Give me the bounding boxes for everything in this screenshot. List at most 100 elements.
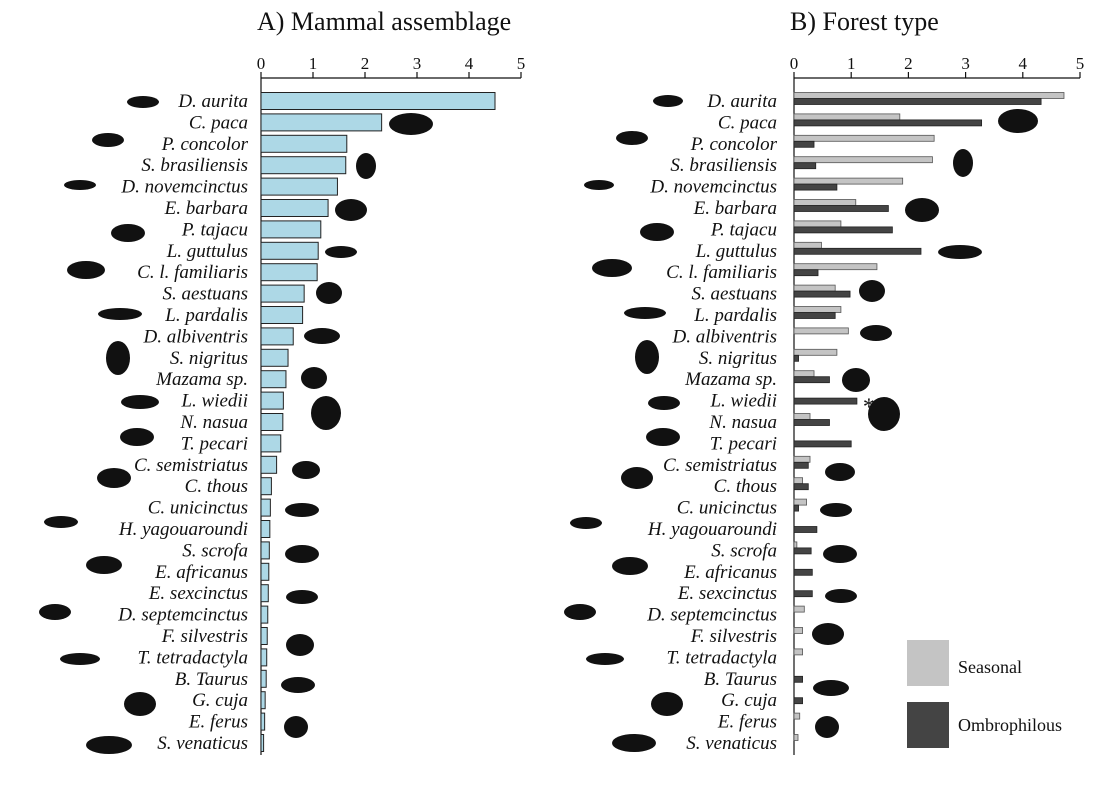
species-label: C. thous bbox=[714, 476, 777, 497]
species-label: D. aurita bbox=[706, 91, 777, 112]
bar-ombrophilous bbox=[793, 140, 815, 148]
bar-ombrophilous bbox=[793, 675, 803, 683]
x-tick-label: 5 bbox=[517, 54, 526, 73]
bar-seasonal bbox=[793, 541, 798, 549]
species-label: T. tetradactyla bbox=[138, 647, 248, 668]
bar-e-ferus bbox=[260, 712, 266, 731]
bar-seasonal bbox=[793, 627, 803, 634]
species-label: Mazama sp. bbox=[155, 369, 248, 390]
species-label: S. brasiliensis bbox=[670, 155, 777, 176]
animal-silhouette-icon bbox=[111, 224, 145, 242]
bar-seasonal bbox=[793, 241, 822, 249]
animal-silhouette-icon bbox=[86, 556, 122, 574]
bar-ombrophilous bbox=[793, 269, 819, 277]
bar-ombrophilous bbox=[793, 440, 852, 448]
species-label: S. scrofa bbox=[182, 540, 248, 561]
animal-silhouette-icon bbox=[998, 109, 1038, 133]
animal-silhouette-icon bbox=[586, 653, 624, 665]
bar-seasonal bbox=[793, 306, 842, 313]
animal-silhouette-icon bbox=[953, 149, 973, 177]
animal-silhouette-icon bbox=[868, 397, 900, 431]
bar-seasonal bbox=[793, 413, 811, 420]
bar-seasonal bbox=[793, 263, 878, 271]
bar-seasonal bbox=[793, 327, 849, 335]
species-label: L. guttulus bbox=[695, 241, 777, 262]
panel-b-title: B) Forest type bbox=[790, 7, 939, 36]
animal-silhouette-icon bbox=[92, 133, 124, 147]
bar-t-pecari bbox=[260, 434, 282, 453]
species-label: E. africanus bbox=[683, 562, 777, 583]
species-label: H. yagouaroundi bbox=[647, 519, 777, 540]
legend-seasonal-swatch bbox=[907, 640, 949, 686]
species-label: D. novemcinctus bbox=[649, 177, 777, 198]
animal-silhouettes bbox=[39, 95, 1038, 754]
species-label: E. barbara bbox=[164, 198, 248, 219]
bar-p-tajacu bbox=[260, 220, 322, 239]
bar-f-silvestris bbox=[260, 627, 268, 645]
animal-silhouette-icon bbox=[292, 461, 320, 479]
species-label: S. venaticus bbox=[686, 733, 777, 754]
species-label: E. ferus bbox=[717, 712, 777, 733]
bar-seasonal bbox=[793, 284, 836, 292]
animal-silhouette-icon bbox=[285, 503, 319, 517]
panel-a-bars bbox=[260, 92, 496, 752]
panel-b-bars bbox=[793, 92, 1065, 741]
animal-silhouette-icon bbox=[124, 692, 156, 716]
bar-d-aurita bbox=[260, 92, 496, 110]
x-tick-label: 2 bbox=[361, 54, 370, 73]
animal-silhouette-icon bbox=[592, 259, 632, 277]
species-label: L. wiedii bbox=[709, 391, 777, 412]
bar-seasonal bbox=[793, 199, 857, 206]
bar-ombrophilous bbox=[793, 483, 809, 491]
animal-silhouette-icon bbox=[39, 604, 71, 620]
bar-seasonal bbox=[793, 498, 807, 506]
species-label: D. septemcinctus bbox=[646, 605, 777, 626]
bar-s-nigritus bbox=[260, 348, 289, 367]
animal-silhouette-icon bbox=[825, 589, 857, 603]
bar-ombrophilous bbox=[793, 226, 893, 234]
bar-c-l-familiaris bbox=[260, 263, 318, 282]
species-label: H. yagouaroundi bbox=[118, 519, 248, 540]
animal-silhouette-icon bbox=[648, 396, 680, 410]
animal-silhouette-icon bbox=[646, 428, 680, 446]
x-tick-label: 1 bbox=[847, 54, 856, 73]
species-label: F. silvestris bbox=[161, 626, 248, 647]
legend-seasonal-label: Seasonal bbox=[958, 657, 1022, 677]
animal-silhouette-icon bbox=[301, 367, 327, 389]
species-label: P. tajacu bbox=[181, 219, 248, 240]
species-label: E. ferus bbox=[188, 712, 248, 733]
bar-s-aestuans bbox=[260, 284, 305, 303]
legend: Seasonal Ombrophilous bbox=[907, 640, 1062, 748]
bar-n-nasua bbox=[260, 413, 284, 431]
species-label: E. barbara bbox=[693, 198, 777, 219]
species-label: C. paca bbox=[189, 112, 248, 133]
species-label: N. nasua bbox=[179, 412, 248, 433]
species-label: S. aestuans bbox=[692, 284, 778, 305]
bar-c-semistriatus bbox=[260, 455, 278, 474]
animal-silhouette-icon bbox=[60, 653, 100, 665]
bar-s-scrofa bbox=[260, 541, 270, 560]
species-label: E. africanus bbox=[154, 562, 248, 583]
bar-ombrophilous bbox=[793, 590, 813, 598]
bar-seasonal bbox=[793, 648, 803, 656]
bar-e-sexcinctus bbox=[260, 584, 269, 603]
bar-b-taurus bbox=[260, 669, 267, 688]
legend-ombrophilous-label: Ombrophilous bbox=[958, 715, 1062, 735]
species-label: D. septemcinctus bbox=[117, 605, 248, 626]
animal-silhouette-icon bbox=[612, 734, 656, 752]
animal-silhouette-icon bbox=[286, 634, 314, 656]
bar-l-pardalis bbox=[260, 306, 304, 324]
species-label: L. pardalis bbox=[693, 305, 777, 326]
bar-c-paca bbox=[260, 113, 383, 132]
animal-silhouette-icon bbox=[284, 716, 308, 738]
species-label: L. wiedii bbox=[180, 391, 248, 412]
bar-c-unicinctus bbox=[260, 498, 271, 517]
animal-silhouette-icon bbox=[624, 307, 666, 319]
bar-ombrophilous bbox=[793, 162, 817, 170]
species-label: S. scrofa bbox=[711, 540, 777, 561]
bar-ombrophilous bbox=[793, 312, 836, 319]
bar-d-novemcinctus bbox=[260, 177, 338, 196]
bar-ombrophilous bbox=[793, 419, 830, 426]
bar-p-concolor bbox=[260, 134, 348, 153]
